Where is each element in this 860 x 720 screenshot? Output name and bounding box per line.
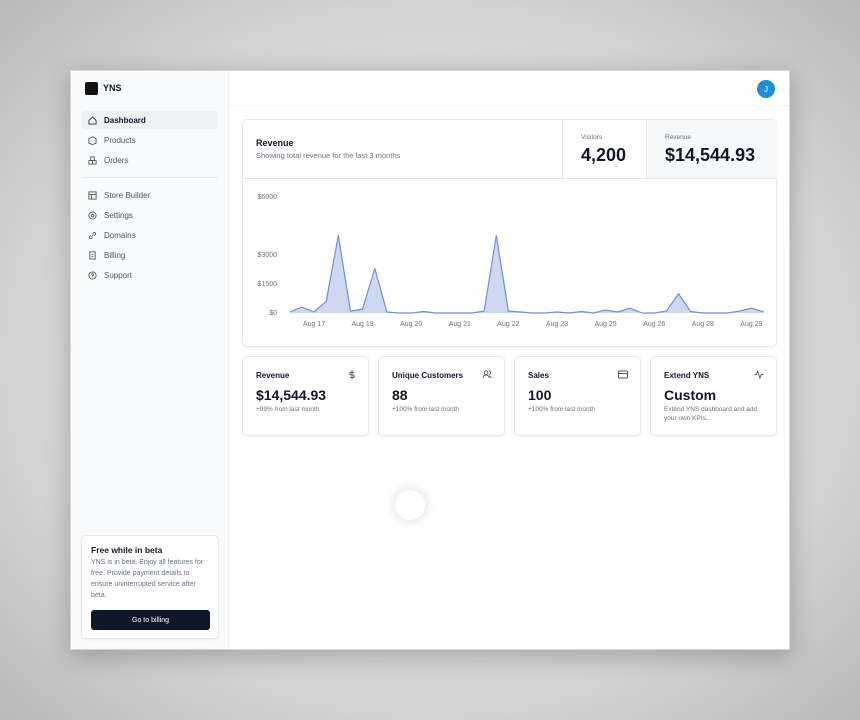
kpi-value: 88 xyxy=(392,387,408,403)
stat-label: Revenue xyxy=(665,134,692,141)
stat-box[interactable]: Revenue $14,544.93 xyxy=(646,120,777,178)
chart-subtitle: Showing total revenue for the last 3 mon… xyxy=(256,151,401,160)
nav-item[interactable]: Domains xyxy=(82,226,218,244)
avatar[interactable]: J xyxy=(757,80,775,98)
logo xyxy=(85,82,98,95)
nav-label: Store Builder xyxy=(104,190,151,200)
kpi-card: Unique Customers 88 +100% from last mont… xyxy=(378,356,505,436)
nav-item[interactable]: Settings xyxy=(82,206,218,224)
chart: $0 $1500 $3000 $6000 Aug 17 Aug 19 Aug 20 Aug 2… xyxy=(258,194,764,328)
stat-box: Visitors 4,200 xyxy=(562,120,647,178)
x-tick-label: Aug 25 xyxy=(595,321,617,328)
x-tick-label: Aug 21 xyxy=(449,321,471,328)
y-tick-label: $6000 xyxy=(258,194,278,201)
kpi-card: Extend YNS Custom Extend YNS dashboard a… xyxy=(650,356,777,436)
topbar xyxy=(228,71,789,106)
kpi-title: Sales xyxy=(528,371,549,380)
billing-button[interactable]: Go to billing xyxy=(91,610,210,630)
chart-title: Revenue xyxy=(256,138,294,148)
kpi-card: Revenue $14,544.93 +99% from last month xyxy=(242,356,369,436)
icon xyxy=(349,370,355,379)
x-tick-label: Aug 20 xyxy=(400,321,422,328)
x-tick-label: Aug 29 xyxy=(740,321,762,328)
kpi-card: Sales 100 +100% from last month xyxy=(514,356,641,436)
kpi-note: +99% from last month xyxy=(256,406,320,413)
x-tick-label: Aug 26 xyxy=(643,321,665,328)
kpi-value: 100 xyxy=(528,387,552,403)
nav-item[interactable]: Billing xyxy=(82,246,218,264)
icon xyxy=(482,370,492,379)
sidebar: YNS Dashboard Products Orders Store Buil… xyxy=(71,71,229,649)
nav-label: Support xyxy=(104,270,133,280)
nav-label: Orders xyxy=(104,155,129,165)
beta-card: Free while in beta YNS is in beta. Enjoy… xyxy=(81,535,219,639)
beta-title: Free while in beta xyxy=(91,545,163,555)
line xyxy=(289,235,764,314)
kpi-title: Unique Customers xyxy=(392,371,464,380)
nav-item[interactable]: Support xyxy=(82,266,218,284)
kpi-note: +100% from last month xyxy=(392,406,460,413)
kpi-value: $14,544.93 xyxy=(256,387,327,403)
beta-text: YNS is in beta. Enjoy all features for f… xyxy=(91,559,204,599)
kpi-title: Revenue xyxy=(256,371,290,380)
kpi-note: Extend YNS dashboard and add your own KP… xyxy=(664,406,758,422)
chart-card: Revenue Showing total revenue for the la… xyxy=(242,119,777,347)
y-tick-label: $0 xyxy=(269,310,277,317)
loading-spinner xyxy=(395,490,425,520)
x-tick-label: Aug 28 xyxy=(692,321,714,328)
app-window: YNS Dashboard Products Orders Store Buil… xyxy=(70,70,790,650)
kpi-value: Custom xyxy=(664,387,717,403)
y-tick-label: $1500 xyxy=(258,281,278,288)
kpi-note: +100% from last month xyxy=(528,406,596,413)
kpi-title: Extend YNS xyxy=(664,371,710,380)
stat-label: Visitors xyxy=(581,134,603,141)
brand[interactable]: YNS xyxy=(103,83,122,93)
icon xyxy=(618,370,628,379)
nav-item[interactable]: Dashboard xyxy=(82,111,218,129)
y-tick-label: $3000 xyxy=(258,252,278,259)
x-tick-label: Aug 17 xyxy=(303,321,325,328)
nav-item[interactable]: Orders xyxy=(82,151,218,169)
nav-label: Dashboard xyxy=(104,115,146,125)
divider xyxy=(243,178,776,179)
area xyxy=(289,235,764,313)
x-tick-label: Aug 19 xyxy=(352,321,374,328)
divider xyxy=(82,177,218,178)
x-tick-label: Aug 22 xyxy=(497,321,519,328)
nav-label: Domains xyxy=(104,230,136,240)
nav-item[interactable]: Store Builder xyxy=(82,186,218,204)
icon xyxy=(754,370,764,379)
stat-value: $14,544.93 xyxy=(665,145,756,165)
x-tick-label: Aug 23 xyxy=(546,321,568,328)
stat-value: 4,200 xyxy=(581,145,627,165)
nav-label: Settings xyxy=(104,210,133,220)
nav-label: Products xyxy=(104,135,136,145)
nav-label: Billing xyxy=(104,250,126,260)
nav-item[interactable]: Products xyxy=(82,131,218,149)
